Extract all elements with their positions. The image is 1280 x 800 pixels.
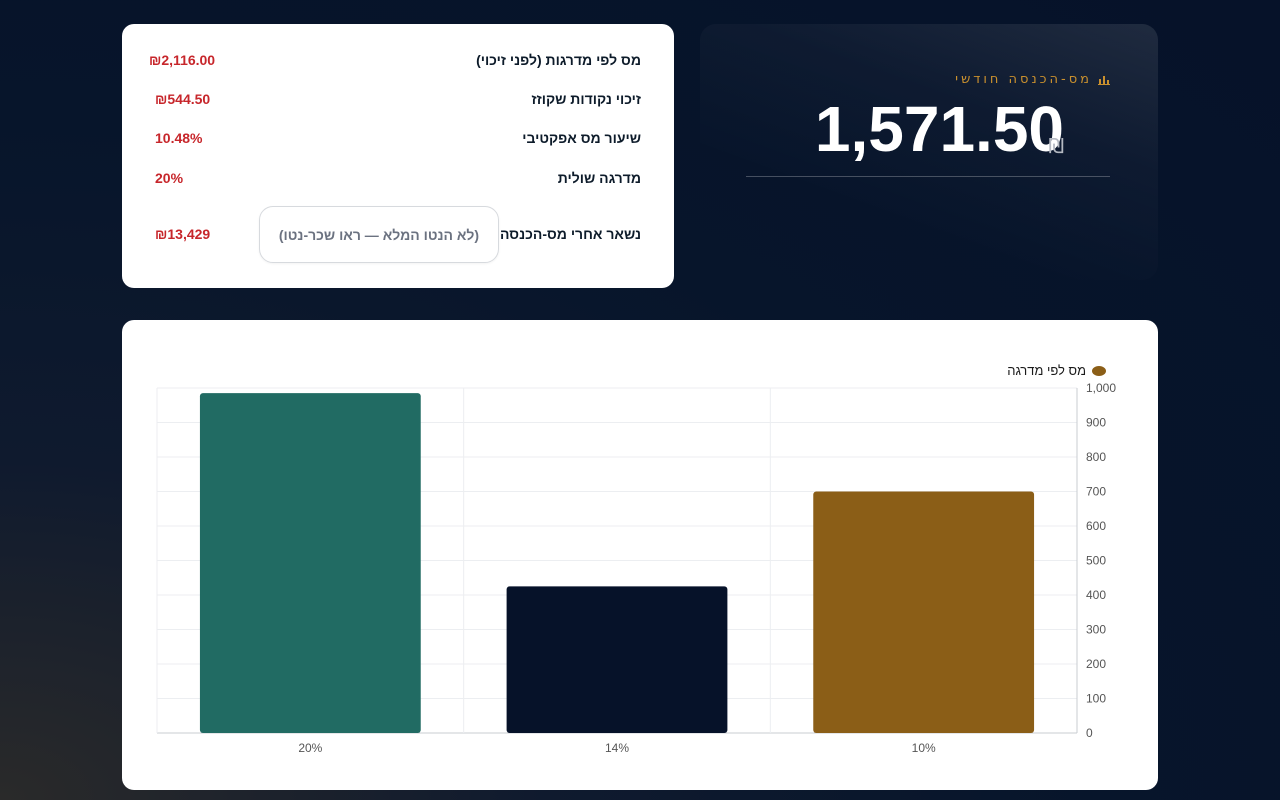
summary-row: מס לפי מדרגות (לפני זיכוי) ₪2,116.00 (149, 48, 641, 72)
summary-label: מס לפי מדרגות (לפני זיכוי) (476, 52, 641, 68)
monthly-tax-hero: מס-הכנסה חודשי 1,571.50 ₪ (700, 24, 1158, 280)
legend-label: מס לפי מדרגה (1007, 363, 1086, 378)
y-tick-label: 500 (1086, 554, 1106, 568)
y-tick-label: 100 (1086, 692, 1106, 706)
hero-divider (746, 176, 1110, 177)
y-tick-label: 200 (1086, 657, 1106, 671)
summary-value: ₪544.50 (155, 91, 211, 107)
x-tick-label: 10% (912, 741, 936, 755)
y-tick-label: 700 (1086, 485, 1106, 499)
x-tick-label: 20% (298, 741, 322, 755)
tax-by-bracket-chart-card: מס לפי מדרגה 0 100 200 300 400 500 600 700 800 90… (122, 320, 1158, 790)
y-tick-label: 900 (1086, 416, 1106, 430)
y-tick-label: 600 (1086, 519, 1106, 533)
y-tick-label: 400 (1086, 588, 1106, 602)
bar (813, 491, 1035, 733)
summary-row: זיכוי נקודות שקוזז ₪544.50 (149, 87, 641, 111)
summary-label: זיכוי נקודות שקוזז (531, 91, 641, 107)
summary-value: ₪2,116.00 (149, 52, 216, 68)
hero-label: מס-הכנסה חודשי (955, 72, 1110, 87)
bar-chart-icon (1098, 76, 1110, 85)
tax-summary-card: מס לפי מדרגות (לפני זיכוי) ₪2,116.00 זיכ… (122, 24, 674, 288)
summary-row: נשאר אחרי מס-הכנסה ₪13,429 (149, 222, 641, 246)
chart-legend: מס לפי מדרגה (1007, 363, 1106, 378)
bar (199, 393, 421, 733)
x-tick-label: 14% (605, 741, 629, 755)
bar (506, 586, 728, 733)
summary-row: שיעור מס אפקטיבי 10.48% (149, 126, 641, 150)
y-tick-label: 800 (1086, 450, 1106, 464)
hero-label-text: מס-הכנסה חודשי (955, 72, 1092, 87)
summary-label: נשאר אחרי מס-הכנסה (499, 226, 641, 242)
shekel-icon: ₪ (1048, 134, 1064, 158)
summary-value: ₪13,429 (155, 226, 211, 242)
legend-swatch (1092, 365, 1106, 376)
summary-value: 20% (155, 170, 184, 186)
summary-label: מדרגה שולית (557, 170, 641, 186)
y-tick-label: 0 (1086, 726, 1093, 740)
net-salary-note: (לא הנטו המלא — ראו שכר-נטו) (259, 206, 499, 263)
summary-value: 10.48% (155, 130, 203, 146)
y-tick-label: 300 (1086, 623, 1106, 637)
summary-row: מדרגה שולית 20% (149, 166, 641, 190)
summary-label: שיעור מס אפקטיבי (522, 130, 641, 146)
y-tick-label: 1,000 (1086, 381, 1116, 395)
hero-amount: 1,571.50 (814, 93, 1064, 165)
bar-chart: 0 100 200 300 400 500 600 700 800 900 1,000 20% 14% 1… (156, 381, 1116, 755)
